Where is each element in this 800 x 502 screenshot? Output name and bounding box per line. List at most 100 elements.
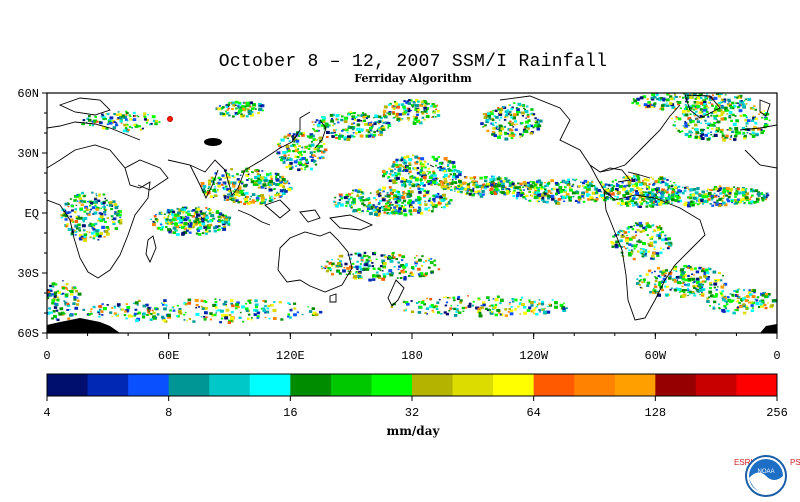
lon-tick-label: 120E [276,349,305,363]
rain-pixel [742,133,744,135]
rain-pixel [371,204,373,206]
rain-pixel [646,193,650,197]
rain-pixel [147,306,151,310]
rain-pixel [255,183,259,186]
rain-pixel [382,171,385,173]
rain-pixel [407,109,411,113]
rain-pixel [72,228,75,231]
rain-pixel [536,118,540,121]
rain-pixel [655,93,658,95]
rain-pixel [149,123,152,126]
rain-pixel [176,214,180,218]
rain-pixel [64,301,68,305]
rain-pixel [366,205,369,208]
rain-pixel [363,123,368,126]
rain-pixel [496,184,501,187]
rain-pixel [375,190,380,194]
rain-pixel [739,94,743,98]
rain-pixel [755,133,759,137]
rain-pixel [79,197,82,200]
rain-pixel [274,194,278,197]
rain-pixel [393,265,396,268]
rain-pixel [529,184,534,188]
rain-pixel [368,204,371,208]
rain-pixel [706,126,710,129]
rain-pixel [512,126,514,128]
rain-pixel [253,308,257,312]
rain-pixel [588,182,593,186]
rain-pixel [453,299,456,302]
rain-pixel [157,226,162,230]
rain-pixel [688,196,691,199]
rain-pixel [178,208,183,212]
rain-pixel [757,192,761,196]
rain-pixel [608,191,611,193]
rain-pixel [496,309,501,312]
rain-pixel [461,306,465,310]
rain-pixel [659,251,663,255]
rain-pixel [574,199,578,202]
rain-pixel [740,100,743,102]
rain-pixel [204,307,208,310]
rain-pixel [409,180,413,183]
rain-pixel [624,198,626,200]
rain-pixel [204,191,207,194]
rain-pixel [247,103,251,107]
rain-pixel [197,229,201,232]
colorbar-units-label: mm/day [386,424,440,438]
rain-pixel [533,312,536,315]
rain-pixel [138,125,142,128]
rain-pixel [201,219,205,223]
rain-pixel [724,193,727,195]
rain-pixel [666,189,669,191]
rain-pixel [388,167,391,170]
rain-pixel [207,181,211,184]
rain-pixel [677,200,680,203]
rain-pixel [383,211,386,214]
rain-pixel [751,307,754,309]
rain-pixel [753,108,755,110]
rain-pixel [276,153,278,155]
rain-pixel [413,167,417,170]
rain-pixel [532,308,536,312]
rain-pixel [513,102,516,104]
rain-pixel [755,302,760,306]
rain-pixel [653,270,656,273]
rain-pixel [512,195,515,197]
rain-pixel [654,105,656,107]
rain-pixel [100,310,104,313]
rain-pixel [532,191,535,194]
rain-pixel [378,275,381,278]
rain-pixel [214,186,216,188]
rain-pixel [374,211,378,214]
rain-pixel [439,163,442,166]
rain-pixel [650,176,652,178]
rain-pixel [311,307,315,310]
rain-pixel [352,209,357,213]
rain-pixel [679,197,681,199]
rain-pixel [214,306,218,309]
rain-pixel [256,199,259,202]
rain-pixel [181,231,186,235]
rain-pixel [741,187,745,190]
rain-pixel [497,108,501,111]
rain-pixel [294,149,299,153]
rain-pixel [458,311,462,314]
rain-pixel [404,263,408,267]
rain-pixel [714,105,718,108]
rain-pixel [158,121,161,123]
rain-pixel [687,266,690,269]
colorbar-tick-label: 32 [405,406,419,420]
rain-pixel [755,197,760,201]
rain-pixel [742,311,747,315]
rain-pixel [346,266,350,270]
rain-pixel [100,207,102,210]
rain-pixel [585,181,589,184]
rain-pixel [546,310,551,314]
rain-pixel [682,273,687,277]
rain-pixel [412,268,415,271]
rain-pixel [137,116,140,118]
rain-pixel [428,193,431,195]
rain-pixel [707,296,710,299]
rain-pixel [455,308,459,311]
